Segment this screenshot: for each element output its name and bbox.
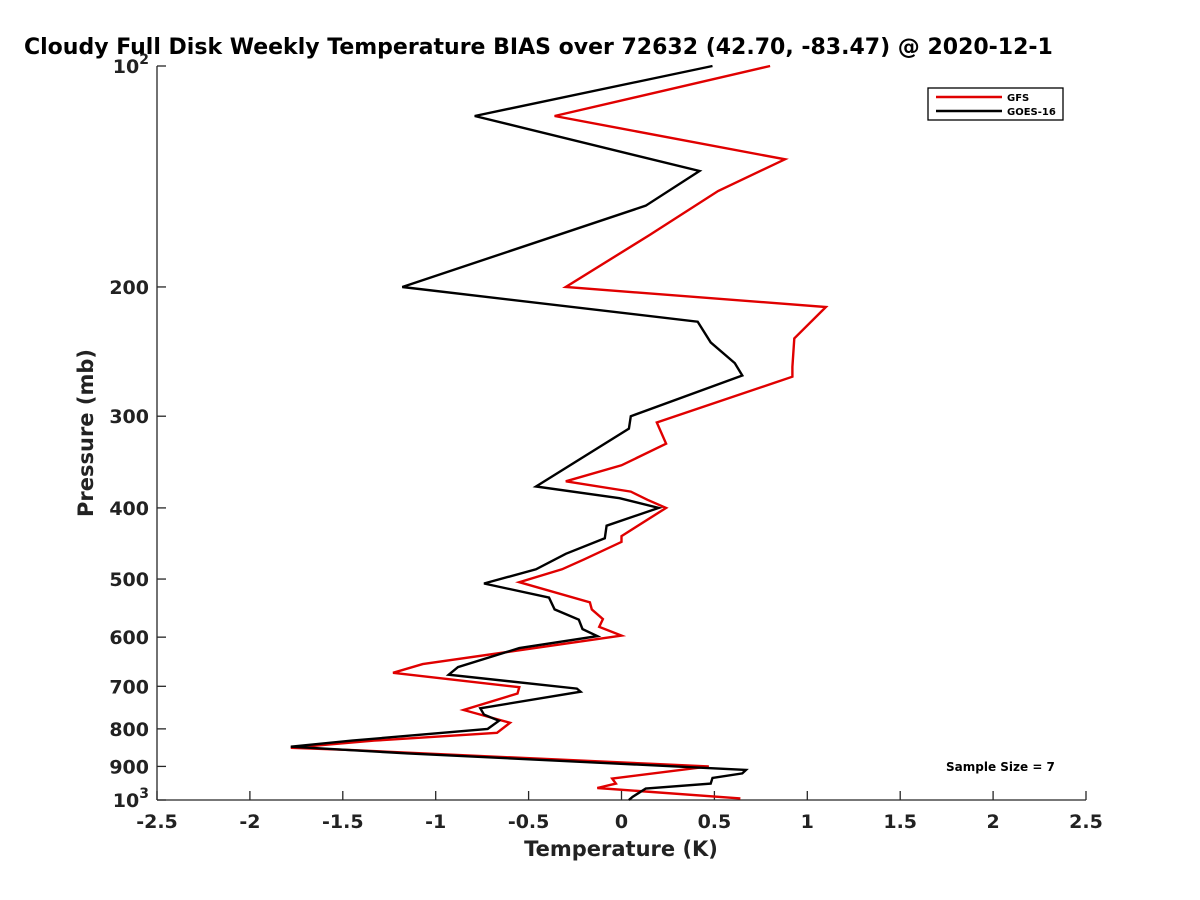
series-layer — [290, 64, 829, 801]
y-tick-label: 400 — [109, 498, 149, 520]
legend-box — [927, 87, 1064, 121]
x-tick-label: 0.5 — [698, 811, 732, 833]
y-tick-base: 10 — [113, 790, 139, 812]
y-tick-label: 700 — [109, 676, 149, 698]
y-tick-label: 600 — [109, 627, 149, 649]
x-tick-label: -1 — [425, 811, 446, 833]
y-tick-label: 800 — [109, 719, 149, 741]
y-tick-base: 10 — [113, 56, 139, 78]
y-tick-label: 103 — [113, 786, 149, 812]
y-tick-label: 500 — [109, 569, 149, 591]
legend-label-gfs: GFS — [1007, 93, 1029, 104]
y-tick-label: 900 — [109, 756, 149, 778]
x-tick-label: -1.5 — [322, 811, 364, 833]
sample-size-annotation: Sample Size = 7 — [946, 760, 1055, 774]
x-tick-label: 2 — [986, 811, 999, 833]
chart-title: Cloudy Full Disk Weekly Temperature BIAS… — [24, 35, 1053, 60]
x-tick-label: -2 — [239, 811, 260, 833]
y-tick-exponent: 2 — [139, 52, 149, 68]
legend: GFS GOES-16 — [927, 87, 1064, 121]
y-axis-label: Pressure (mb) — [74, 349, 98, 517]
x-axis: -2.5 -2 -1.5 -1 -0.5 0 0.5 1 1.5 2 2.5 — [136, 791, 1103, 833]
series-line-goes16 — [290, 64, 749, 801]
x-tick-label: -2.5 — [136, 811, 178, 833]
x-tick-label: 0 — [615, 811, 628, 833]
x-tick-label: 1 — [801, 811, 814, 833]
x-tick-label: 1.5 — [883, 811, 917, 833]
x-tick-label: 2.5 — [1069, 811, 1103, 833]
y-tick-label: 102 — [113, 52, 149, 78]
legend-label-goes16: GOES-16 — [1007, 107, 1056, 118]
x-tick-label: -0.5 — [508, 811, 550, 833]
y-tick-label: 300 — [109, 406, 149, 428]
y-tick-label: 200 — [109, 277, 149, 299]
x-axis-label: Temperature (K) — [524, 837, 718, 861]
y-tick-exponent: 3 — [139, 786, 149, 802]
series-line-gfs — [290, 64, 829, 800]
